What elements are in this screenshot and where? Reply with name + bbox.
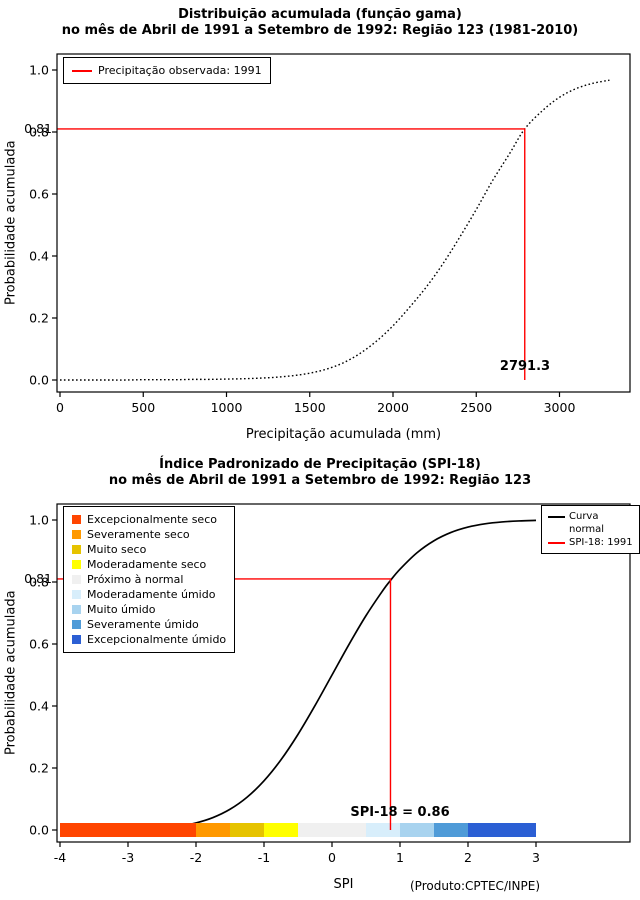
x-tick-label: 0 (56, 400, 64, 415)
chart1-subtitle: no mês de Abril de 1991 a Setembro de 19… (61, 23, 579, 38)
color-swatch (72, 605, 81, 614)
x-tick-label: -3 (122, 850, 134, 865)
color-swatch (72, 635, 81, 644)
legend-item-label: Severamente úmido (87, 618, 199, 631)
y-tick-label: 0.8 (29, 575, 49, 590)
chart1-y-axis-label: Probabilidade acumulada (3, 140, 19, 306)
legend-item-excepcionalmente-seco: Excepcionalmente seco (72, 512, 226, 527)
x-tick-label: -2 (190, 850, 202, 865)
legend-item-label: Muito úmido (87, 603, 156, 616)
y-tick-label: 0.0 (29, 373, 49, 388)
x-tick-label: 3 (532, 850, 540, 865)
observed-precip-line-sample (72, 69, 92, 72)
y-tick-label: 0.6 (29, 637, 49, 652)
y-tick-label: 0.4 (29, 249, 49, 264)
legend-item-muito-umido: Muito úmido (72, 602, 226, 617)
spi-category-bar-segment (298, 823, 366, 837)
spi-category-bar-segment (468, 823, 536, 837)
spi-chart: Índice Padronizado de Precipitação (SPI-… (0, 450, 640, 900)
chart2-x-axis-label: SPI (333, 877, 354, 892)
spi-category-legend: Excepcionalmente seco Severamente seco M… (63, 506, 236, 653)
x-tick-label: 2500 (460, 400, 492, 415)
spi-category-bar-segment (230, 823, 264, 837)
legend-item-curva-normal-line2: normal (548, 523, 633, 536)
spi-category-bar-segment (264, 823, 298, 837)
x-tick-label: 1500 (294, 400, 326, 415)
legend-item-label: Severamente seco (87, 528, 190, 541)
gamma-cdf-chart: Distribuição acumulada (função gama) no … (3, 7, 631, 442)
x-tick-label: 1000 (211, 400, 243, 415)
chart1-legend: Precipitação observada: 1991 (63, 57, 271, 84)
color-swatch (72, 590, 81, 599)
spi-line-sample (548, 541, 565, 544)
spi-category-bar-segment (434, 823, 468, 837)
x-tick-label: -4 (54, 850, 67, 865)
legend-item-muito-seco: Muito seco (72, 542, 226, 557)
color-swatch (72, 515, 81, 524)
chart1-reference-probability-label: 0.81 (24, 121, 52, 136)
y-tick-label: 0.8 (29, 125, 49, 140)
spi-category-bar-segment (400, 823, 434, 837)
spi-plot: -4 -3 -2 -1 0 1 2 3 0.0 0.2 0.4 0.6 0.8 1.0 (29, 503, 631, 865)
legend-item-curva-normal: Curva (548, 510, 633, 523)
chart1-x-axis-label: Precipitação acumulada (mm) (245, 427, 442, 442)
plot-box (56, 503, 631, 843)
y-tick-label: 0.6 (29, 187, 49, 202)
color-swatch (72, 620, 81, 629)
series-curve (59, 79, 610, 381)
product-credit: (Produto:CPTEC/INPE) (410, 879, 540, 893)
reference-line (57, 128, 526, 380)
x-tick-label: 2000 (377, 400, 409, 415)
chart2-reference-probability-label: 0.81 (24, 571, 52, 586)
legend-item-excepcionalmente-umido: Excepcionalmente úmido (72, 632, 226, 647)
spi-value-annotation: SPI-18 = 0.86 (350, 805, 450, 820)
chart1-precipitation-value-annotation: 2791.3 (499, 359, 551, 374)
y-tick-label: 1.0 (29, 513, 49, 528)
y-tick-label: 0.4 (29, 699, 49, 714)
x-tick-label: 2 (464, 850, 472, 865)
color-swatch (72, 545, 81, 554)
plot-box (56, 53, 631, 393)
y-tick-label: 0.2 (29, 761, 49, 776)
legend-item-severamente-seco: Severamente seco (72, 527, 226, 542)
legend-item-label: SPI-18: 1991 (569, 537, 633, 548)
legend-item-moderadamente-seco: Moderadamente seco (72, 557, 226, 572)
legend-item-spi18-1991: SPI-18: 1991 (548, 536, 633, 549)
normal-curve-line-sample (548, 515, 565, 518)
observed-precip-legend-label: Precipitação observada: 1991 (98, 64, 262, 77)
x-tick-label: 1 (396, 850, 404, 865)
chart2-title: Índice Padronizado de Precipitação (SPI-… (159, 457, 481, 472)
spi-category-bar-segment (366, 823, 400, 837)
legend-item-label: Excepcionalmente úmido (87, 633, 227, 646)
legend-item-label: normal (569, 524, 605, 535)
legend-item-label: Excepcionalmente seco (87, 513, 217, 526)
legend-item-label: Moderadamente seco (87, 558, 207, 571)
x-tick-label: 3000 (544, 400, 576, 415)
spi-category-bar-segment (196, 823, 230, 837)
gamma-cdf-plot: 0 500 1000 1500 2000 2500 3000 0.0 0.2 0.4 0.6 0.8 1… (29, 53, 631, 415)
x-tick-label: 0 (328, 850, 336, 865)
color-swatch (72, 530, 81, 539)
curve-legend: Curva normal SPI-18: 1991 (541, 505, 640, 554)
chart1-title: Distribuição acumulada (função gama) (178, 7, 462, 22)
legend-item-label: Muito seco (87, 543, 147, 556)
legend-item-label: Moderadamente úmido (87, 588, 216, 601)
legend-item-label: Curva (569, 511, 599, 522)
x-tick-label: 500 (131, 400, 155, 415)
y-tick-label: 1.0 (29, 63, 49, 78)
legend-item-proximo-a-normal: Próximo à normal (72, 572, 226, 587)
legend-item-label: Próximo à normal (87, 573, 184, 586)
color-swatch (72, 560, 81, 569)
legend-item-moderadamente-umido: Moderadamente úmido (72, 587, 226, 602)
color-swatch (72, 575, 81, 584)
y-tick-label: 0.0 (29, 823, 49, 838)
spi-category-bar-segment (60, 823, 196, 837)
chart2-subtitle: no mês de Abril de 1991 a Setembro de 19… (108, 473, 532, 488)
y-tick-label: 0.2 (29, 311, 49, 326)
x-tick-label: -1 (258, 850, 270, 865)
chart2-y-axis-label: Probabilidade acumulada (3, 590, 19, 756)
legend-item-severamente-umido: Severamente úmido (72, 617, 226, 632)
